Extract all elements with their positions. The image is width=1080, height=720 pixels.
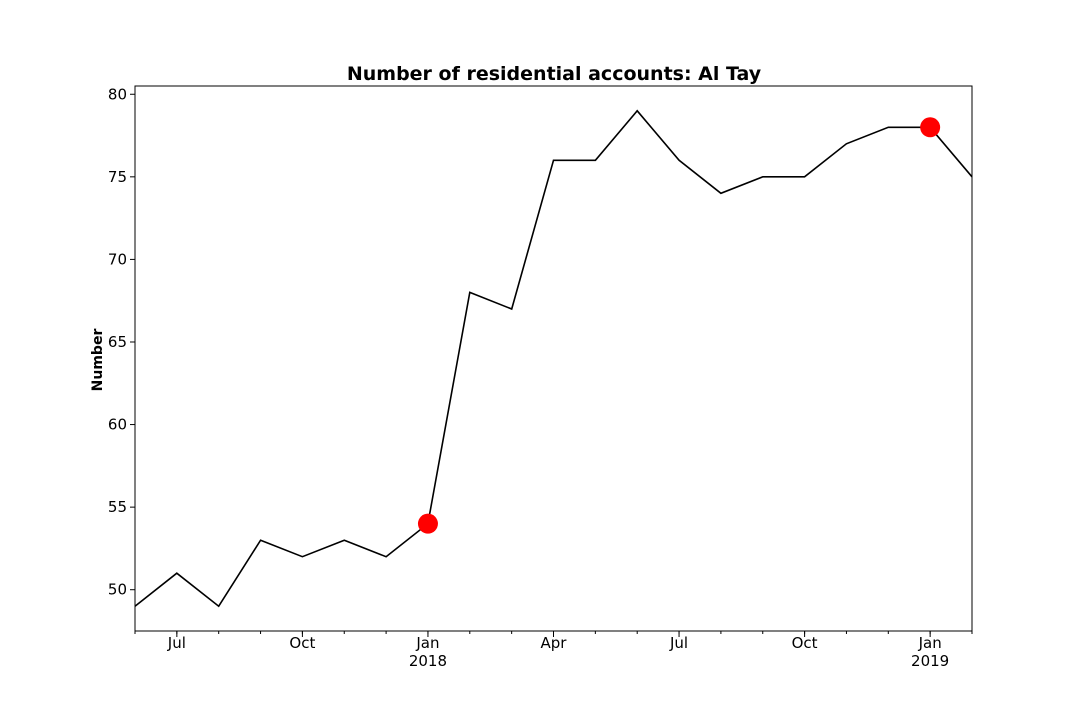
- x-tick-label: Apr: [541, 634, 568, 652]
- chart-title: Number of residential accounts: Al Tay: [347, 63, 762, 85]
- highlight-marker: [920, 117, 941, 138]
- y-tick-label: 60: [108, 416, 127, 434]
- x-tick-label: Jan: [918, 634, 942, 652]
- y-tick-label: 55: [108, 498, 127, 516]
- y-tick-label: 70: [108, 250, 127, 268]
- plot-frame: [134, 85, 973, 632]
- x-tick-year-label: 2018: [409, 652, 447, 670]
- y-tick-label: 65: [108, 333, 127, 351]
- x-tick-year-label: 2019: [911, 652, 949, 670]
- y-tick-label: 80: [108, 85, 127, 103]
- series-line: [134, 109, 973, 608]
- x-tick-label: Jul: [669, 634, 688, 652]
- x-tick-label: Jul: [167, 634, 186, 652]
- x-tick-label: Jan: [415, 634, 439, 652]
- y-axis-label: Number: [90, 329, 106, 392]
- x-tick-label: Oct: [289, 634, 315, 652]
- y-tick-label: 75: [108, 168, 127, 186]
- y-tick-label: 50: [108, 581, 127, 599]
- highlight-marker: [417, 513, 438, 534]
- x-tick-label: Oct: [792, 634, 818, 652]
